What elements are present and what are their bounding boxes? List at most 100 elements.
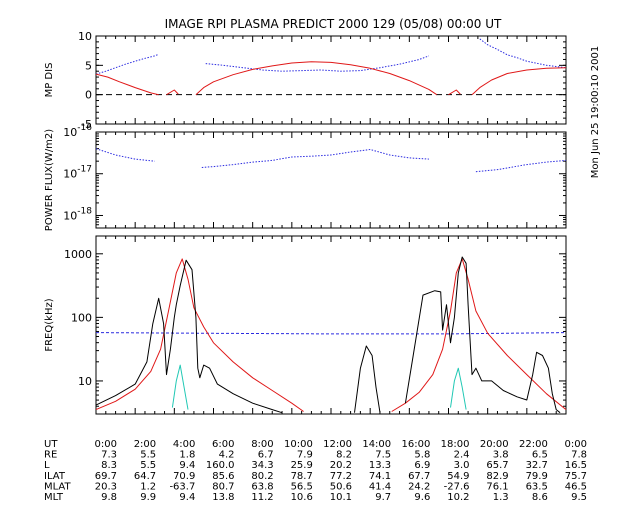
y-axis-label: FREQ(kHz): [44, 298, 55, 351]
ephemeris-value: 5.8: [414, 450, 430, 461]
red-series-line: [166, 89, 179, 96]
red-series-line: [95, 73, 159, 96]
ephemeris-value: 34.3: [251, 460, 273, 471]
ephemeris-value: 65.7: [486, 460, 508, 471]
ephemeris-table: UT 0:00 2:00 4:00 6:00 8:00 10:00 12:00 14:00 16:…: [44, 439, 587, 503]
ephemeris-value: 18:00: [441, 439, 470, 450]
ephemeris-value: -63.7: [169, 481, 195, 492]
ephemeris-value: 75.7: [565, 471, 587, 482]
ephemeris-row-label: MLT: [44, 492, 64, 503]
red-series-line: [391, 258, 567, 412]
ephemeris-value: 160.0: [206, 460, 235, 471]
blue-series-line: [205, 55, 430, 72]
ephemeris-value: 14:00: [362, 439, 391, 450]
ephemeris-value: 1.2: [140, 481, 156, 492]
ephemeris-value: 9.7: [375, 492, 391, 503]
ephemeris-row-label: L: [44, 460, 50, 471]
ephemeris-value: 12:00: [323, 439, 352, 450]
ephemeris-value: 64.7: [134, 471, 156, 482]
ephemeris-value: 82.9: [486, 471, 508, 482]
ephemeris-value: 70.9: [173, 471, 195, 482]
y-tick-label: 10-16: [63, 123, 92, 139]
black-series-line: [95, 259, 283, 414]
blue-series-line: [95, 332, 567, 335]
y-tick-label: 10: [78, 375, 92, 388]
ephemeris-value: 80.2: [251, 471, 273, 482]
ephemeris-value: 6:00: [212, 439, 234, 450]
mp-dis-panel: -5 0 5 10 MP DIS: [44, 30, 567, 131]
ephemeris-value: 85.6: [212, 471, 234, 482]
ephemeris-value: 10:00: [284, 439, 313, 450]
ephemeris-value: 8.6: [532, 492, 548, 503]
ephemeris-value: 25.9: [291, 460, 313, 471]
ephemeris-value: 9.5: [571, 492, 587, 503]
ephemeris-value: 78.7: [291, 471, 313, 482]
ephemeris-value: 6.5: [532, 450, 548, 461]
ephemeris-value: 50.6: [330, 481, 352, 492]
ephemeris-value: 2:00: [134, 439, 156, 450]
ephemeris-value: 20.3: [95, 481, 117, 492]
ephemeris-row: MLAT 20.3 1.2 -63.7 80.7 63.8 56.5 50.6 41.4 24.2…: [44, 481, 587, 492]
y-tick-label: -5: [81, 118, 92, 131]
ephemeris-row: UT 0:00 2:00 4:00 6:00 8:00 10:00 12:00 14:00 16:…: [44, 439, 587, 450]
ephemeris-value: 79.9: [526, 471, 548, 482]
ephemeris-value: 76.1: [486, 481, 508, 492]
ephemeris-value: 16:00: [402, 439, 431, 450]
blue-series-line: [95, 53, 159, 75]
red-series-line: [195, 61, 438, 96]
panel-frame: [95, 131, 567, 229]
cyan-series-line: [450, 367, 467, 410]
ephemeris-value: -27.6: [444, 481, 470, 492]
ephemeris-value: 13.3: [369, 460, 391, 471]
ephemeris-value: 77.2: [330, 471, 352, 482]
ephemeris-value: 9.4: [179, 460, 195, 471]
ephemeris-value: 20.2: [330, 460, 352, 471]
ephemeris-value: 5.5: [140, 450, 156, 461]
black-series-line: [404, 256, 561, 414]
blue-series-line: [95, 148, 155, 162]
ephemeris-value: 32.7: [526, 460, 548, 471]
ephemeris-value: 74.1: [369, 471, 391, 482]
ephemeris-value: 5.5: [140, 460, 156, 471]
ephemeris-row: MLT 9.8 9.9 9.4 13.8 11.2 10.6 10.1 9.7 9.6 10.2 1.…: [44, 492, 587, 503]
ephemeris-row: RE 7.3 5.5 1.8 4.2 6.7 7.9 8.2 7.5 5.8 2.4 3.8 6.5 7.…: [44, 450, 587, 461]
ephemeris-value: 2.4: [454, 450, 470, 461]
y-tick-label: 5: [85, 59, 92, 72]
ephemeris-value: 22:00: [519, 439, 548, 450]
ephemeris-value: 13.8: [212, 492, 234, 503]
ephemeris-value: 41.4: [369, 481, 391, 492]
ephemeris-value: 3.8: [493, 450, 509, 461]
ephemeris-value: 20:00: [480, 439, 509, 450]
ephemeris-value: 54.9: [447, 471, 469, 482]
ephemeris-value: 7.9: [297, 450, 313, 461]
y-tick-label: 10-17: [63, 165, 92, 181]
chart-panels: -5 0 5 10 MP DIS 10-16 10-17 10-18 POWER FLUX(W/…: [44, 30, 567, 415]
cyan-series-line: [171, 364, 189, 410]
ephemeris-value: 6.7: [258, 450, 274, 461]
ephemeris-value: 0:00: [565, 439, 587, 450]
ephemeris-value: 11.2: [251, 492, 273, 503]
ephemeris-value: 3.0: [454, 460, 470, 471]
ephemeris-value: 10.2: [447, 492, 469, 503]
ephemeris-row-label: RE: [44, 450, 57, 461]
y-tick-label: 10-18: [63, 206, 92, 222]
ephemeris-row-label: UT: [44, 439, 58, 450]
blue-series-line: [201, 149, 429, 168]
ephemeris-value: 4.2: [219, 450, 235, 461]
ephemeris-value: 6.9: [414, 460, 430, 471]
y-tick-label: 1000: [64, 248, 92, 261]
ephemeris-value: 80.7: [212, 481, 234, 492]
ephemeris-value: 9.8: [101, 492, 117, 503]
ephemeris-value: 67.7: [408, 471, 430, 482]
ephemeris-value: 0:00: [95, 439, 117, 450]
ephemeris-value: 56.5: [291, 481, 313, 492]
ephemeris-value: 16.5: [565, 460, 587, 471]
ephemeris-value: 8.3: [101, 460, 117, 471]
ephemeris-value: 63.5: [526, 481, 548, 492]
y-axis-label: POWER FLUX(W/m2): [44, 129, 55, 231]
freq-panel: 1000 100 10 FREQ(kHz): [44, 235, 567, 415]
ephemeris-value: 7.8: [571, 450, 587, 461]
ephemeris-row: ILAT 69.7 64.7 70.9 85.6 80.2 78.7 77.2 74.1 67.7…: [44, 471, 587, 482]
